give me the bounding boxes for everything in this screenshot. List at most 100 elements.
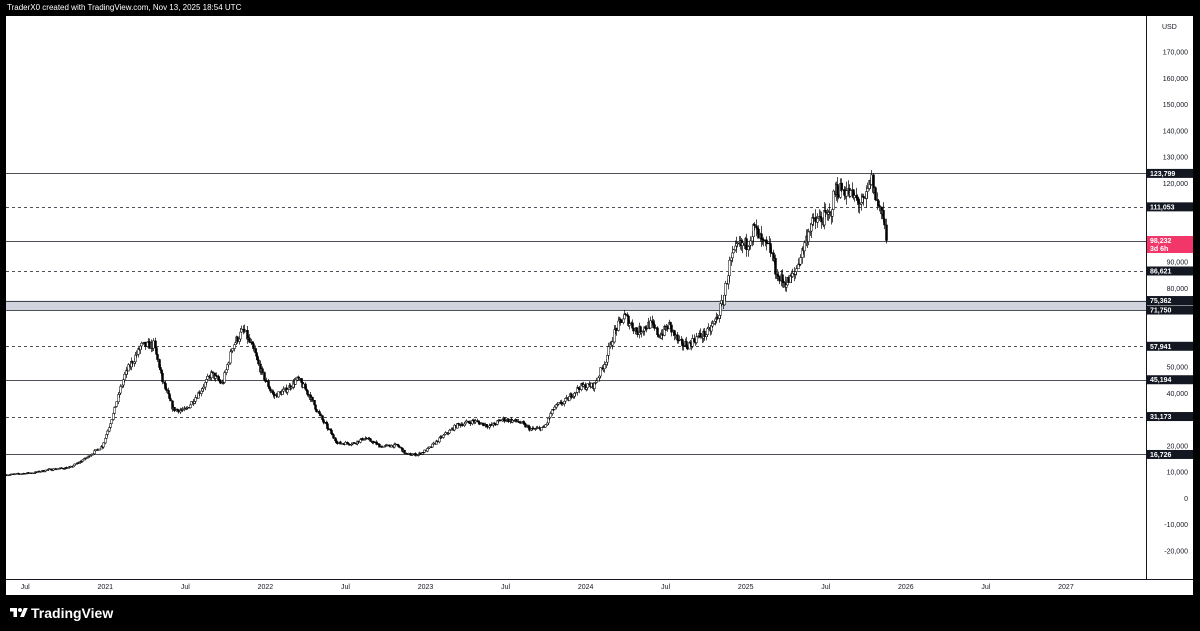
candle-body (257, 359, 260, 365)
candle-body (85, 457, 88, 459)
candle-body (482, 422, 485, 427)
candle-body (607, 346, 610, 356)
candle-body (611, 341, 614, 346)
candle-body (140, 343, 143, 347)
candle-body (586, 383, 589, 388)
candle-body (144, 341, 147, 347)
candle-body (691, 338, 694, 347)
svg-text:98,232: 98,232 (1150, 238, 1172, 245)
candle-body (770, 252, 773, 254)
candle-body (348, 444, 351, 446)
candle-body (154, 340, 157, 348)
candle-body (499, 419, 502, 422)
x-tick-label: 2021 (97, 584, 113, 591)
candle-body (774, 258, 777, 275)
candle-body (631, 322, 634, 329)
candle-body (711, 323, 714, 327)
candle-body (622, 318, 625, 323)
candle-body (765, 239, 768, 244)
candle-body (753, 224, 756, 227)
candle-body (870, 174, 873, 185)
candle-body (186, 407, 189, 409)
candle-body (240, 328, 243, 333)
candle-body (244, 330, 247, 332)
candle-body (661, 333, 664, 336)
candle-body (853, 195, 856, 199)
candles-layer (6, 170, 888, 477)
candle-body (461, 424, 464, 426)
levels-layer (6, 173, 1146, 455)
zones-layer (6, 300, 1146, 311)
candle-body (603, 364, 606, 369)
candle-body (720, 300, 723, 304)
candle-body (394, 443, 397, 446)
candle-body (599, 367, 602, 377)
candle-body (298, 378, 301, 380)
candle-body (227, 362, 230, 365)
candle-body (736, 242, 739, 244)
candle-body (703, 330, 706, 337)
candle-body (682, 345, 685, 347)
candle-body (215, 375, 218, 377)
candle-body (206, 376, 209, 380)
candle-body (219, 380, 222, 384)
axes-layer[interactable]: USD 170,000 160,000 150,000 140,000 130,000 12… (6, 16, 1193, 591)
candle-body (223, 372, 226, 383)
x-tick-label: Jul (501, 584, 510, 591)
candle-body (486, 425, 489, 428)
candle-body (106, 430, 109, 435)
candle-body (236, 336, 239, 342)
candle-body (269, 388, 272, 392)
candle-body (519, 422, 522, 424)
candle-body (432, 442, 435, 445)
candle-body (832, 190, 835, 210)
candle-body (52, 468, 55, 471)
candle-body (386, 444, 389, 447)
candle-body (181, 409, 184, 411)
price-chart[interactable]: USD 170,000 160,000 150,000 140,000 130,000 12… (6, 16, 1193, 595)
candle-body (574, 392, 577, 394)
candle-body (306, 390, 309, 395)
currency-label: USD (1162, 24, 1177, 31)
candle-body (167, 390, 170, 395)
candle-body (795, 268, 798, 272)
candle-body (31, 472, 34, 475)
candle-body (464, 421, 467, 425)
candle-body (866, 188, 869, 192)
candle-body (820, 217, 823, 223)
attribution-bar: TraderX0 created with TradingView.com, N… (0, 0, 1200, 16)
candle-body (515, 419, 518, 422)
candle-body (115, 401, 118, 407)
candle-body (540, 427, 543, 431)
candle-body (173, 407, 176, 412)
candle-body (233, 344, 236, 349)
candle-body (716, 316, 719, 319)
x-tick-label: Jul (181, 584, 190, 591)
candle-body (165, 388, 168, 391)
candle-body (202, 386, 205, 389)
candle-body (803, 242, 806, 252)
candle-body (841, 189, 844, 192)
candle-body (27, 472, 30, 474)
chart-frame[interactable]: USD 170,000 160,000 150,000 140,000 130,000 12… (6, 16, 1193, 595)
candle-body (444, 432, 447, 435)
candle-body (407, 453, 410, 455)
candle-body (155, 347, 158, 355)
y-tick-label: 120,000 (1163, 181, 1188, 188)
candle-body (161, 372, 164, 383)
svg-text:123,799: 123,799 (1150, 171, 1175, 178)
candle-body (403, 449, 406, 454)
candle-body (198, 392, 201, 394)
tradingview-brand: TradingView (31, 605, 114, 621)
candle-body (428, 446, 431, 449)
candle-body (290, 386, 293, 389)
candle-body (102, 442, 105, 448)
level-label-75362: 75,362 (1147, 296, 1193, 306)
candle-body (294, 379, 297, 385)
candle-body (327, 428, 330, 430)
candle-body (582, 384, 585, 387)
candle-body (757, 228, 760, 239)
candle-body (390, 445, 393, 448)
level-label-16726: 16,726 (1147, 449, 1193, 459)
candle-body (332, 434, 335, 439)
